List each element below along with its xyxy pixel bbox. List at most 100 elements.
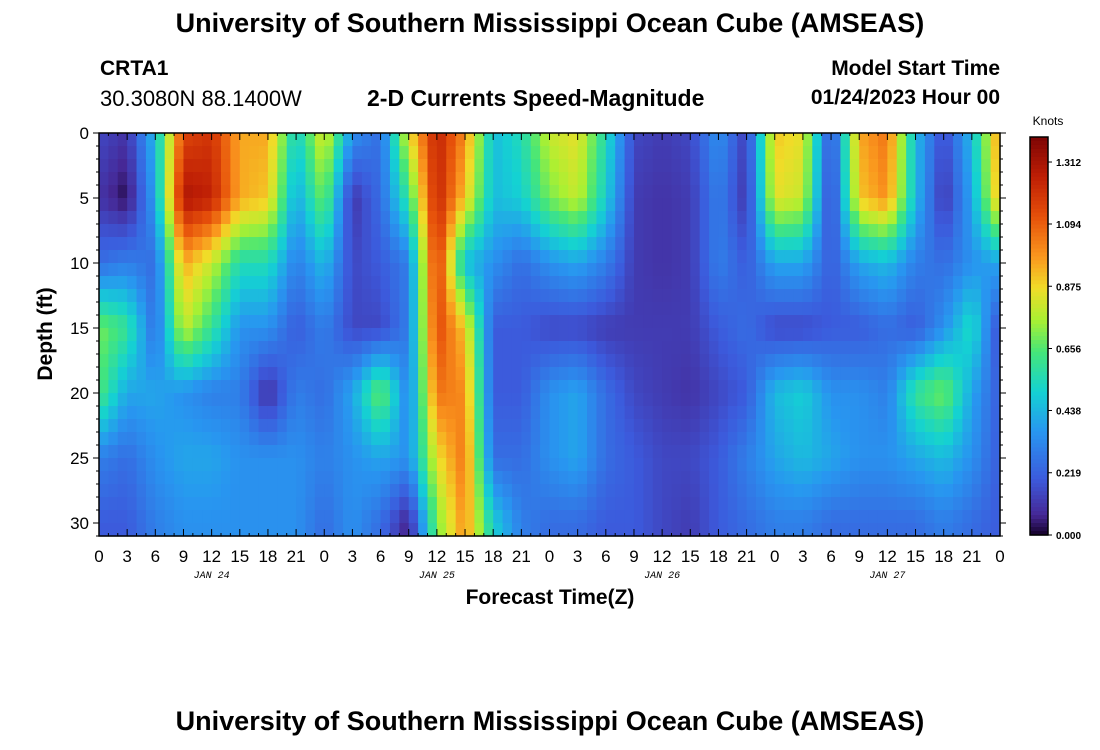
heatmap-cell: [286, 354, 297, 368]
heatmap-cell: [971, 263, 982, 277]
heatmap-cell: [924, 289, 935, 303]
heatmap-cell: [155, 159, 166, 173]
heatmap-cell: [174, 523, 185, 537]
colorbar-segment: [1030, 224, 1048, 230]
heatmap-cell: [136, 354, 147, 368]
heatmap-cell: [436, 471, 447, 485]
heatmap-cell: [474, 445, 485, 459]
heatmap-cell: [136, 289, 147, 303]
colorbar-segment: [1030, 232, 1048, 238]
heatmap-cell: [915, 250, 926, 264]
heatmap-cell: [324, 224, 335, 238]
model-start-label: Model Start Time: [831, 57, 1000, 80]
heatmap-cell: [427, 159, 438, 173]
heatmap-cell: [145, 354, 156, 368]
heatmap-cell: [371, 445, 382, 459]
heatmap-cell: [802, 146, 813, 160]
heatmap-cell: [652, 341, 663, 355]
heatmap-cell: [474, 471, 485, 485]
heatmap-cell: [408, 445, 419, 459]
heatmap-cell: [746, 328, 757, 342]
heatmap-cell: [812, 211, 823, 225]
heatmap-cell: [174, 393, 185, 407]
heatmap-cell: [633, 172, 644, 186]
heatmap-cell: [831, 289, 842, 303]
heatmap-cell: [249, 497, 260, 511]
heatmap-cell: [718, 315, 729, 329]
heatmap-cell: [202, 471, 213, 485]
heatmap-cell: [399, 263, 410, 277]
heatmap-cell: [296, 133, 307, 147]
heatmap-cell: [737, 523, 748, 537]
heatmap-cell: [389, 133, 400, 147]
heatmap-cell: [615, 445, 626, 459]
heatmap-cell: [962, 276, 973, 290]
heatmap-cell: [915, 211, 926, 225]
heatmap-cell: [99, 354, 109, 368]
colorbar-segment: [1030, 343, 1048, 349]
heatmap-cell: [380, 445, 391, 459]
heatmap-cell: [615, 458, 626, 472]
heatmap-cell: [371, 523, 382, 537]
heatmap-cell: [906, 445, 917, 459]
heatmap-cell: [521, 510, 532, 524]
heatmap-cell: [127, 497, 138, 511]
heatmap-cell: [849, 367, 860, 381]
heatmap-cell: [202, 484, 213, 498]
heatmap-cell: [962, 315, 973, 329]
heatmap-cell: [643, 289, 654, 303]
heatmap-cell: [746, 471, 757, 485]
heatmap-cell: [784, 341, 795, 355]
heatmap-cell: [221, 393, 231, 407]
heatmap-cell: [727, 289, 738, 303]
colorbar-segment: [1030, 383, 1048, 389]
colorbar-segment: [1030, 399, 1048, 405]
heatmap-cell: [840, 341, 851, 355]
heatmap-cell: [549, 198, 560, 212]
heatmap-cell: [474, 211, 485, 225]
heatmap-cell: [915, 263, 926, 277]
heatmap-cell: [690, 211, 701, 225]
heatmap-cell: [671, 289, 682, 303]
heatmap-cell: [174, 250, 185, 264]
heatmap-cell: [436, 354, 447, 368]
heatmap-cell: [202, 367, 213, 381]
heatmap-cell: [333, 380, 344, 394]
colorbar-segment: [1030, 483, 1048, 488]
heatmap-cell: [361, 185, 372, 199]
heatmap-cell: [624, 172, 635, 186]
heatmap-cell: [258, 133, 269, 147]
heatmap-cell: [962, 211, 973, 225]
heatmap-cell: [558, 172, 569, 186]
heatmap-cell: [249, 276, 260, 290]
heatmap-cell: [352, 419, 363, 433]
heatmap-cell: [943, 484, 954, 498]
heatmap-cell: [399, 315, 410, 329]
heatmap-cell: [990, 406, 1001, 420]
heatmap-cell: [568, 484, 579, 498]
heatmap-cell: [727, 432, 738, 446]
heatmap-cell: [859, 510, 870, 524]
heatmap-cell: [784, 159, 795, 173]
heatmap-cell: [821, 445, 832, 459]
heatmap-cell: [906, 458, 917, 472]
heatmap-cell: [859, 367, 870, 381]
heatmap-cell: [352, 328, 363, 342]
heatmap-cell: [511, 523, 522, 537]
heatmap-cell: [145, 276, 156, 290]
heatmap-cell: [812, 406, 823, 420]
heatmap-cell: [953, 458, 964, 472]
heatmap-cell: [906, 484, 917, 498]
heatmap-cell: [314, 458, 325, 472]
heatmap-cell: [202, 263, 213, 277]
heatmap-cell: [840, 133, 851, 147]
heatmap-cell: [990, 211, 1001, 225]
heatmap-cell: [202, 146, 213, 160]
heatmap-cell: [971, 276, 982, 290]
colorbar-segment: [1030, 248, 1048, 254]
heatmap-cell: [605, 406, 616, 420]
heatmap-cell: [455, 237, 466, 251]
heatmap-cell: [239, 445, 250, 459]
heatmap-cell: [427, 250, 438, 264]
heatmap-cell: [361, 289, 372, 303]
